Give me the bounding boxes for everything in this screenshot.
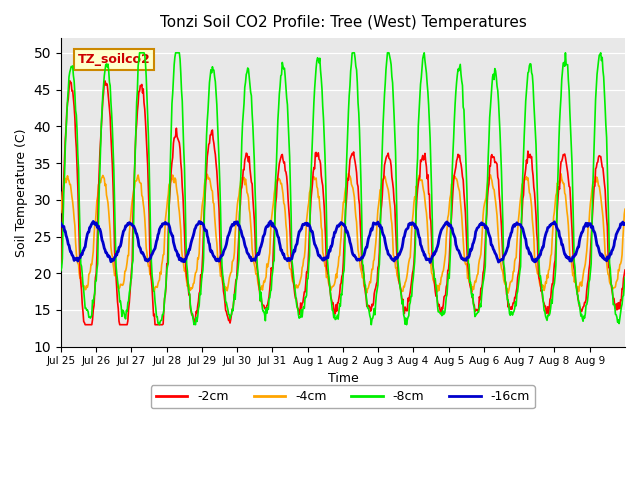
Text: TZ_soilco2: TZ_soilco2 <box>78 53 150 66</box>
Y-axis label: Soil Temperature (C): Soil Temperature (C) <box>15 128 28 257</box>
Title: Tonzi Soil CO2 Profile: Tree (West) Temperatures: Tonzi Soil CO2 Profile: Tree (West) Temp… <box>159 15 526 30</box>
X-axis label: Time: Time <box>328 372 358 385</box>
Legend: -2cm, -4cm, -8cm, -16cm: -2cm, -4cm, -8cm, -16cm <box>151 385 535 408</box>
